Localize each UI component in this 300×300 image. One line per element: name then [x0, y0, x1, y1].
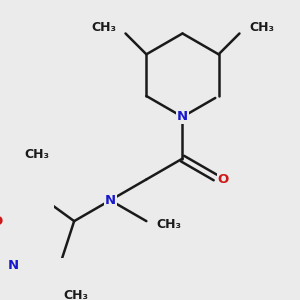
Text: N: N: [8, 259, 19, 272]
Text: CH₃: CH₃: [63, 290, 88, 300]
Text: CH₃: CH₃: [24, 148, 49, 161]
Text: CH₃: CH₃: [91, 21, 116, 34]
Text: O: O: [0, 214, 3, 228]
Text: O: O: [218, 173, 229, 186]
Text: CH₃: CH₃: [156, 218, 181, 231]
Text: CH₃: CH₃: [249, 21, 274, 34]
Text: N: N: [177, 110, 188, 123]
Text: N: N: [105, 194, 116, 207]
